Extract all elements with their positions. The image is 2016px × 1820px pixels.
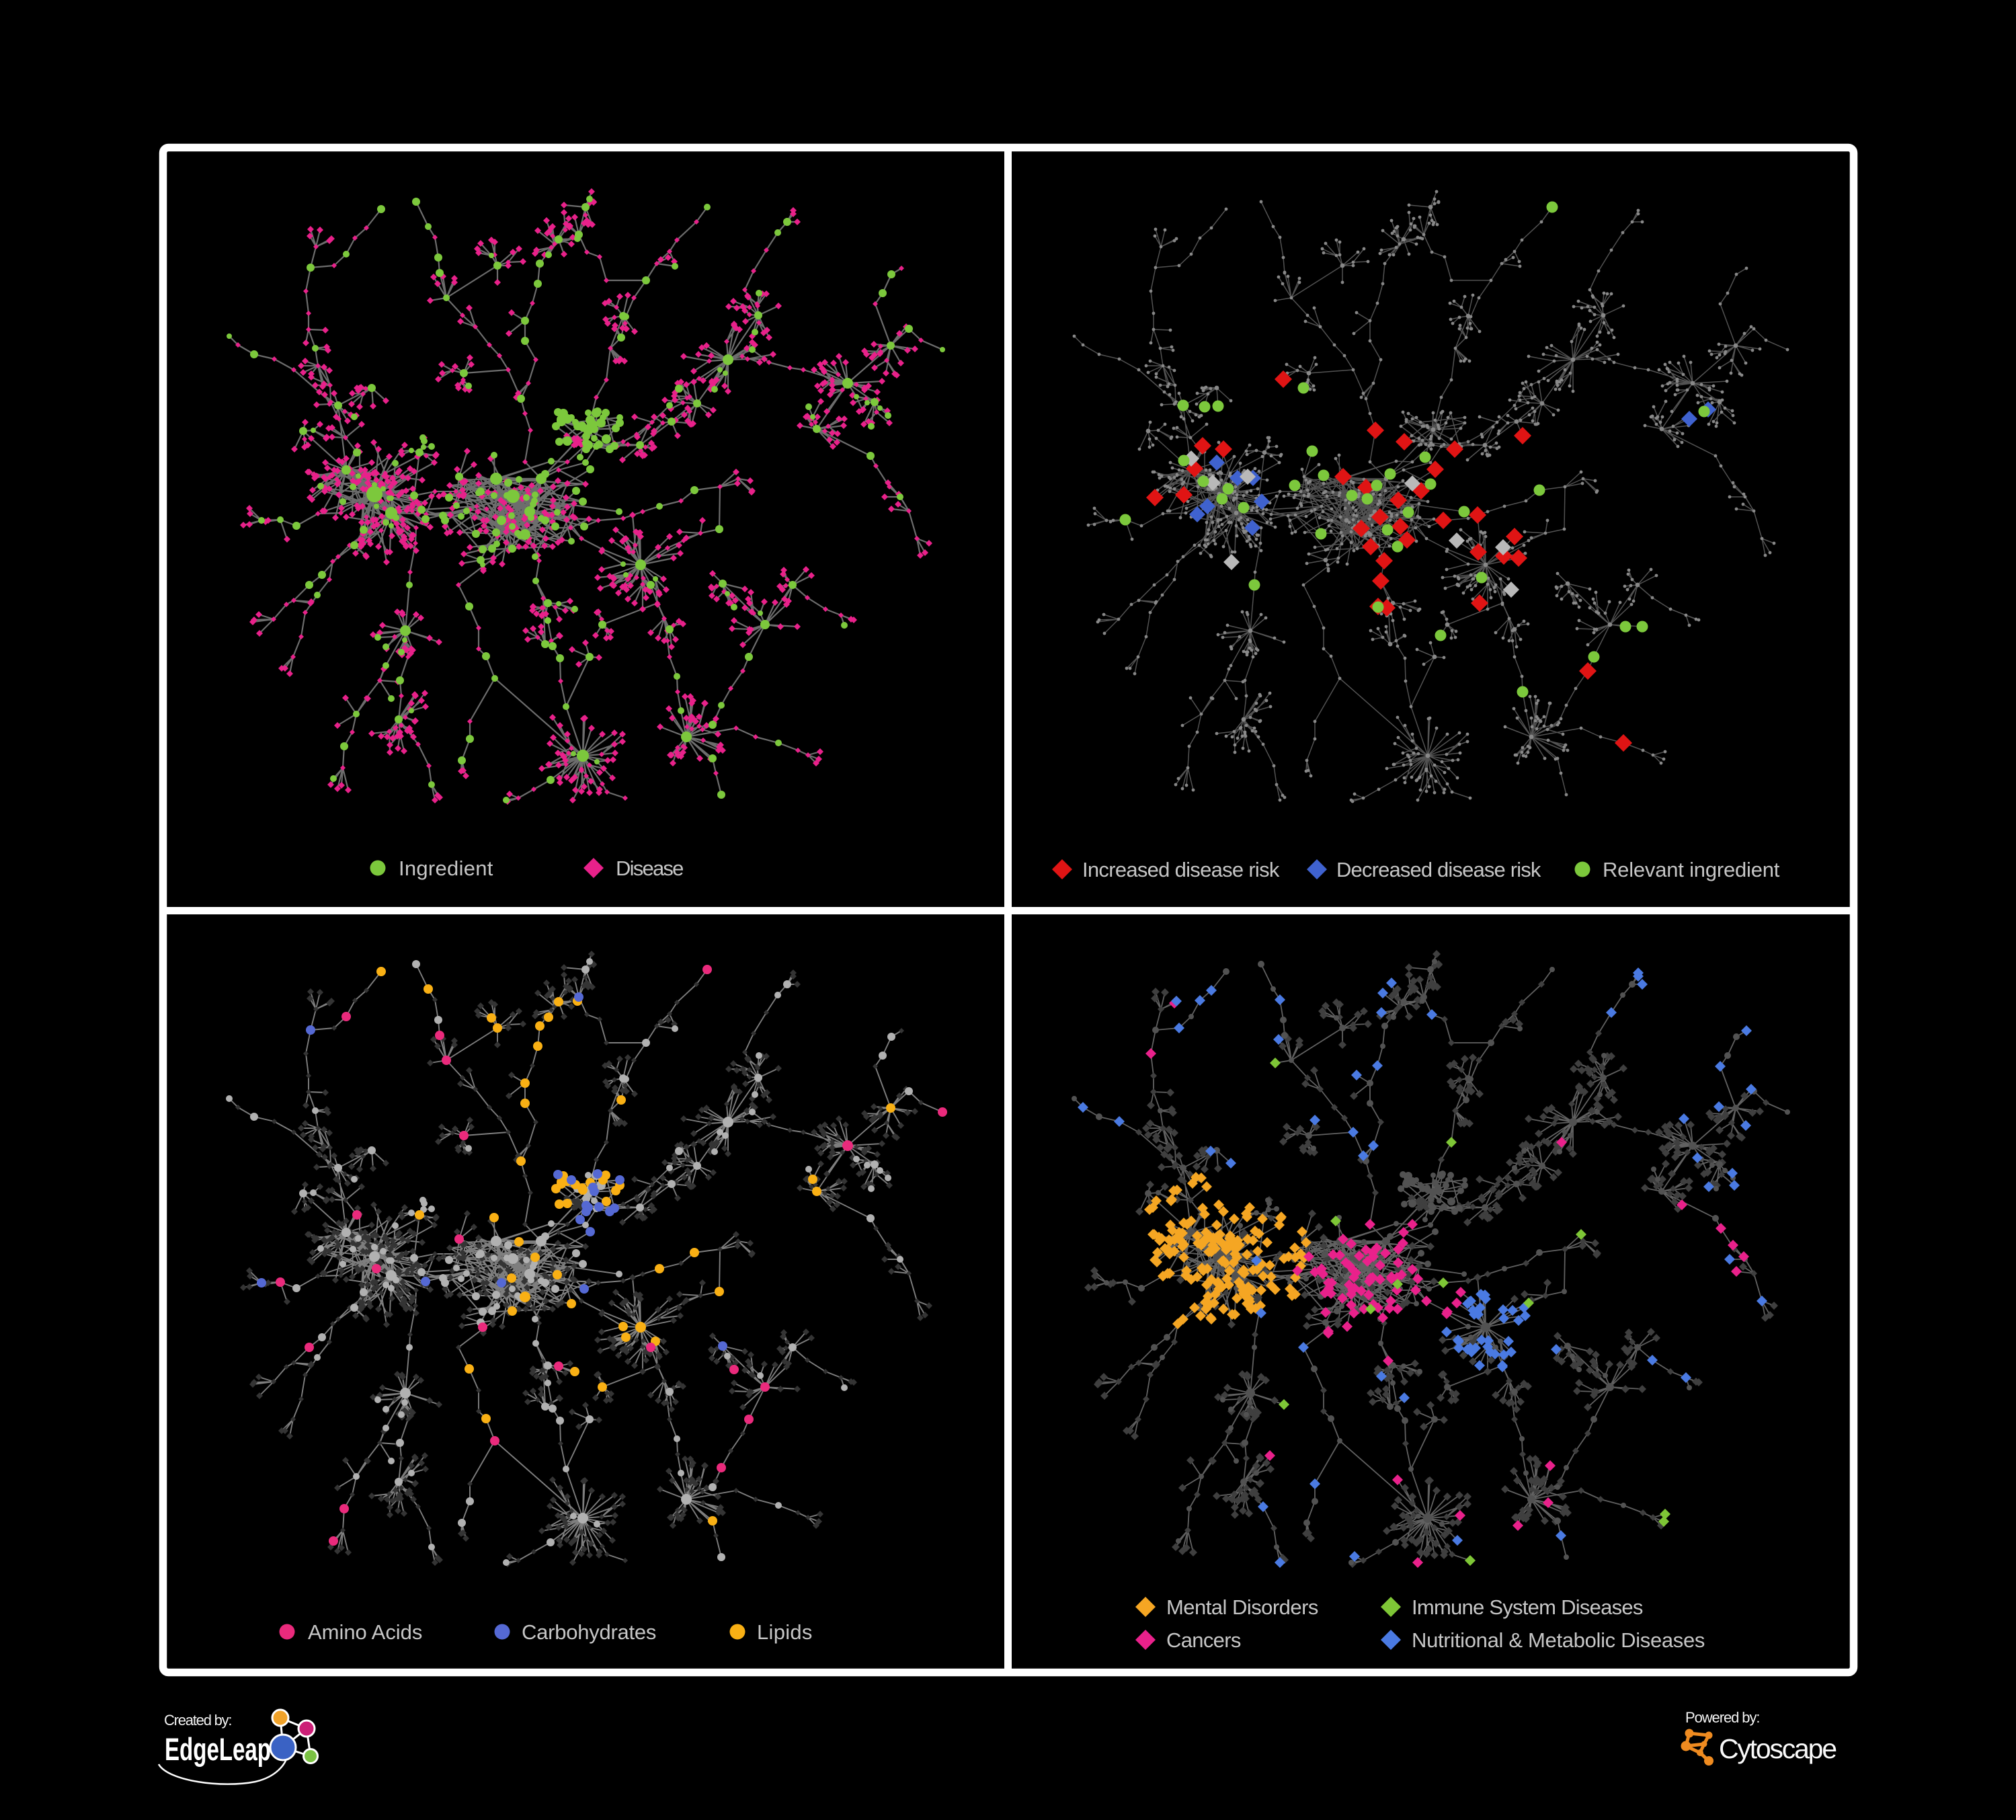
svg-text:Decreased disease risk: Decreased disease risk: [1336, 858, 1541, 881]
svg-text:Mental Disorders: Mental Disorders: [1166, 1595, 1319, 1619]
svg-text:Lipids: Lipids: [757, 1620, 813, 1644]
svg-text:Relevant ingredient: Relevant ingredient: [1603, 858, 1780, 881]
svg-text:Disease: Disease: [616, 857, 684, 880]
svg-text:Cytoscape: Cytoscape: [1719, 1733, 1837, 1764]
svg-text:Increased disease risk: Increased disease risk: [1082, 858, 1280, 881]
svg-text:Nutritional & Metabolic Diseas: Nutritional & Metabolic Diseases: [1412, 1628, 1705, 1652]
svg-text:Created by:: Created by:: [164, 1712, 233, 1729]
svg-text:Immune System Diseases: Immune System Diseases: [1412, 1595, 1644, 1619]
svg-text:Amino Acids: Amino Acids: [308, 1620, 423, 1644]
svg-text:Carbohydrates: Carbohydrates: [522, 1620, 657, 1644]
svg-text:EdgeLeap: EdgeLeap: [165, 1731, 271, 1767]
svg-text:Ingredient: Ingredient: [399, 857, 493, 880]
svg-text:Powered by:: Powered by:: [1685, 1709, 1761, 1726]
svg-text:Cancers: Cancers: [1166, 1628, 1242, 1652]
